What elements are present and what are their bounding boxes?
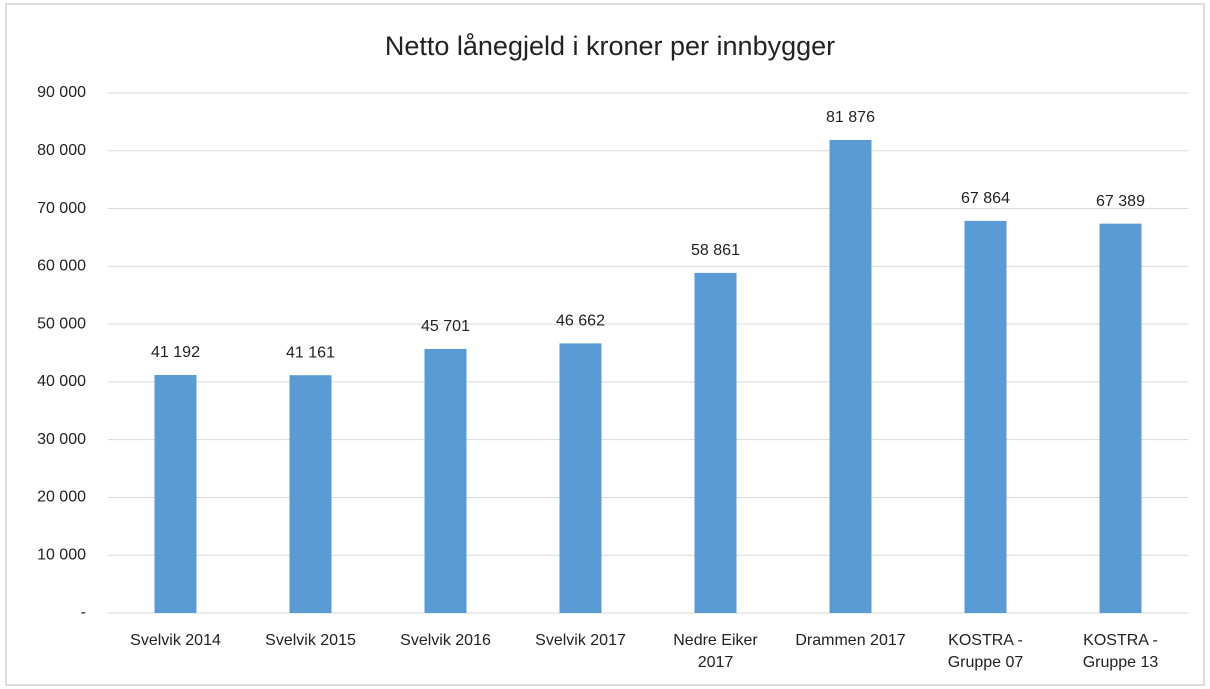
y-tick-label: 90 000 bbox=[37, 84, 86, 101]
y-tick-label: 40 000 bbox=[37, 373, 86, 390]
value-label: 41 192 bbox=[151, 344, 200, 361]
value-label: 67 864 bbox=[961, 190, 1010, 207]
bar bbox=[424, 348, 467, 613]
x-tick-label: Nedre Eiker 2017 bbox=[673, 632, 758, 671]
y-tick-label: 20 000 bbox=[37, 489, 86, 506]
bar bbox=[289, 375, 332, 613]
value-label: 45 701 bbox=[421, 318, 470, 335]
y-tick-label: 10 000 bbox=[37, 546, 86, 563]
value-label: 41 161 bbox=[286, 344, 335, 361]
y-tick-label: 60 000 bbox=[37, 258, 86, 275]
y-tick-label: 70 000 bbox=[37, 200, 86, 217]
x-tick-label: KOSTRA - Gruppe 07 bbox=[947, 632, 1024, 671]
bar bbox=[829, 139, 872, 613]
x-tick-label: Svelvik 2014 bbox=[130, 632, 221, 649]
x-tick-label: Svelvik 2015 bbox=[265, 632, 356, 649]
bar bbox=[964, 220, 1007, 613]
value-label: 58 861 bbox=[691, 242, 740, 259]
value-label: 67 389 bbox=[1096, 193, 1145, 210]
x-tick-label: Svelvik 2017 bbox=[535, 632, 626, 649]
x-tick-label: KOSTRA - Gruppe 13 bbox=[1082, 632, 1159, 671]
y-tick-label: 30 000 bbox=[37, 431, 86, 448]
bar bbox=[154, 375, 197, 613]
bar bbox=[1099, 223, 1142, 613]
bar bbox=[559, 343, 602, 613]
x-tick-label: Svelvik 2016 bbox=[400, 632, 491, 649]
value-label: 46 662 bbox=[556, 313, 605, 330]
y-tick-label: 80 000 bbox=[37, 142, 86, 159]
y-tick-label: - bbox=[81, 604, 86, 621]
y-tick-label: 50 000 bbox=[37, 315, 86, 332]
bar bbox=[694, 272, 737, 613]
chart-title: Netto lånegjeld i kroner per innbygger bbox=[385, 31, 835, 61]
value-label: 81 876 bbox=[826, 109, 875, 126]
x-tick-label: Drammen 2017 bbox=[795, 632, 906, 649]
